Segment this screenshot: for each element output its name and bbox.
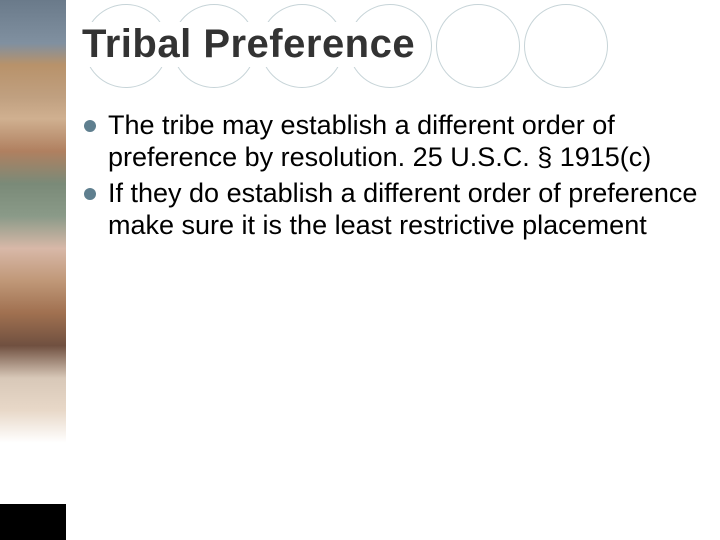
- bullet-text: The tribe may establish a different orde…: [108, 110, 651, 172]
- left-sidebar-image-strip: [0, 0, 66, 540]
- bullet-item: The tribe may establish a different orde…: [82, 110, 718, 174]
- bullet-item: If they do establish a different order o…: [82, 178, 718, 242]
- decorative-circle: [524, 4, 608, 88]
- decorative-circle: [436, 4, 520, 88]
- slide-title: Tribal Preference: [82, 22, 421, 67]
- kidsvoice-logo: KidsVoice: [0, 436, 2, 498]
- bullet-text: If they do establish a different order o…: [108, 178, 697, 240]
- bullet-list: The tribe may establish a different orde…: [82, 110, 718, 245]
